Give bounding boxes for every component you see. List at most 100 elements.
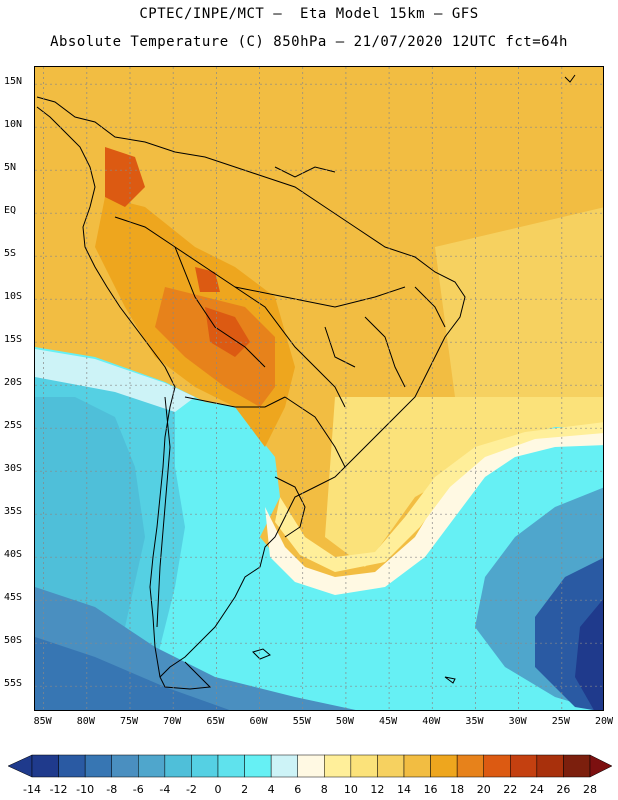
lat-tick-label: 25S xyxy=(4,420,23,432)
border-guianas xyxy=(274,166,336,178)
colorbar-segment xyxy=(536,754,564,778)
temperature-colorbar xyxy=(7,754,613,778)
colorbar-segment xyxy=(430,754,458,778)
bolivia-hot-spot xyxy=(205,307,250,357)
border-brazil-north xyxy=(234,286,406,308)
border-chile-argentina xyxy=(156,396,171,628)
border-andes xyxy=(174,246,266,368)
colorbar-segment xyxy=(563,754,591,778)
lon-tick-label: 60W xyxy=(249,716,268,727)
colorbar-segment xyxy=(217,754,245,778)
lat-tick-label: 50S xyxy=(4,635,23,647)
border-paraguay xyxy=(184,396,286,408)
colorbar-segment xyxy=(58,754,86,778)
colorbar-segment xyxy=(191,754,219,778)
lat-tick-label: 35S xyxy=(4,506,23,518)
colorbar-tick-label: -8 xyxy=(106,783,118,796)
lat-tick-label: EQ xyxy=(4,205,17,217)
lon-tick-label: 70W xyxy=(163,716,182,727)
island-outlines xyxy=(252,74,576,684)
border-brazil-states-3 xyxy=(414,286,446,328)
lat-tick-label: 5S xyxy=(4,248,17,260)
colorbar-segment xyxy=(270,754,298,778)
colorbar-tick-label: 0 xyxy=(214,783,222,796)
colorbar-tick-label: -2 xyxy=(185,783,197,796)
colorbar-segment xyxy=(324,754,352,778)
colorbar-tick-label: 24 xyxy=(529,783,544,796)
colorbar-tick-label: -4 xyxy=(159,783,171,796)
colorbar-tick-label: -12 xyxy=(49,783,68,796)
colorbar-under-arrow xyxy=(7,754,33,778)
atlantic-mid-band xyxy=(435,207,603,447)
lat-tick-label: 40S xyxy=(4,549,23,561)
lon-tick-label: 80W xyxy=(76,716,95,727)
colorbar-tick-label: 18 xyxy=(450,783,465,796)
falkland-islands xyxy=(252,648,271,660)
cold-airmass-field xyxy=(35,347,603,710)
border-brazil-states-2 xyxy=(324,326,356,368)
colorbar-segment xyxy=(403,754,431,778)
lon-tick-label: 35W xyxy=(465,716,484,727)
colorbar-tick-label: -6 xyxy=(132,783,144,796)
lat-tick-label: 10S xyxy=(4,291,23,303)
colorbar-tick-label: 6 xyxy=(294,783,302,796)
lat-tick-label: 5N xyxy=(4,162,17,174)
lon-tick-label: 65W xyxy=(206,716,225,727)
lon-tick-label: 40W xyxy=(422,716,441,727)
colorbar-over-arrow xyxy=(589,754,613,778)
lon-tick-label: 55W xyxy=(292,716,311,727)
border-uruguay xyxy=(274,476,306,538)
continent-coastline xyxy=(36,96,466,690)
lat-tick-label: 55S xyxy=(4,678,23,690)
lat-tick-label: 20S xyxy=(4,377,23,389)
continental-hot-core xyxy=(155,287,275,407)
temperature-map xyxy=(35,67,603,710)
lon-tick-label: 30W xyxy=(508,716,527,727)
colorbar-tick-label: 20 xyxy=(476,783,491,796)
cold-southwest-deeper xyxy=(35,637,230,710)
cold-front-yellow-band xyxy=(275,422,603,572)
colorbar-segment xyxy=(456,754,484,778)
colorbar-segment xyxy=(483,754,511,778)
caribbean-islands xyxy=(564,74,576,83)
lon-tick-label: 20W xyxy=(594,716,614,727)
cold-southeast-deepest xyxy=(575,599,603,710)
lon-tick-label: 45W xyxy=(379,716,398,727)
cold-front-pale-band xyxy=(265,433,603,595)
colorbar-segment xyxy=(297,754,325,778)
lat-lon-grid xyxy=(35,67,603,710)
colorbar-tick-label: 26 xyxy=(556,783,571,796)
lat-tick-label: 10N xyxy=(4,119,23,131)
cold-pacific-inner xyxy=(35,397,145,627)
colorbar-segment xyxy=(244,754,272,778)
colorbar-tick-label: 2 xyxy=(241,783,249,796)
colorbar-tick-label: -10 xyxy=(76,783,95,796)
colorbar-tick-label: 10 xyxy=(343,783,358,796)
venezuela-hot-spot xyxy=(105,147,145,207)
colorbar-segment xyxy=(377,754,405,778)
colorbar-segment xyxy=(164,754,192,778)
colorbar-tick-label: 12 xyxy=(370,783,385,796)
lat-tick-label: 15N xyxy=(4,76,23,88)
colorbar-segment xyxy=(31,754,59,778)
colorbar-tick-label: 4 xyxy=(267,783,275,796)
colorbar-segment xyxy=(84,754,112,778)
lon-tick-label: 50W xyxy=(335,716,354,727)
colorbar-tick-label: 28 xyxy=(583,783,597,796)
colorbar-segment xyxy=(510,754,538,778)
south-georgia-island xyxy=(444,676,456,684)
border-north-central xyxy=(114,216,346,408)
colorbar-segment xyxy=(350,754,378,778)
map-frame xyxy=(34,66,604,711)
colorbar-tick-label: 16 xyxy=(423,783,438,796)
colorbar-tick-label: 8 xyxy=(320,783,328,796)
lon-tick-label: 75W xyxy=(119,716,139,727)
map-title-line-2: Absolute Temperature (C) 850hPa – 21/07/… xyxy=(50,34,568,50)
lon-tick-label: 85W xyxy=(33,716,52,727)
lat-tick-label: 30S xyxy=(4,463,23,475)
colorbar-segment xyxy=(111,754,139,778)
pacific-transition-band xyxy=(35,349,195,412)
border-brazil-states-1 xyxy=(364,316,406,388)
colorbar-tick-label: 22 xyxy=(503,783,518,796)
colorbar-tick-label: -14 xyxy=(23,783,41,796)
